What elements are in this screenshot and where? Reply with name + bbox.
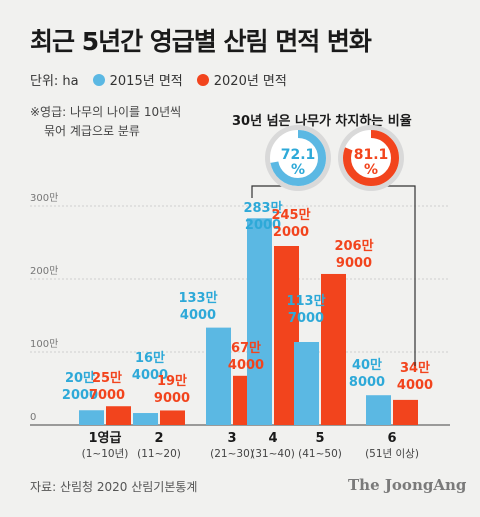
data-label-2015: 8000: [349, 375, 385, 390]
donut-unit: %: [291, 162, 305, 178]
note-line-1: ※영급: 나무의 나이를 10년씩: [30, 105, 182, 119]
category-label: 2: [154, 431, 163, 446]
data-label-2015: 20만: [65, 370, 95, 386]
legend-2020-label: 2020년 면적: [213, 74, 287, 89]
y-tick-label: 200만: [30, 265, 58, 277]
y-tick-label: 0: [30, 412, 36, 423]
category-label: 4: [268, 431, 277, 446]
data-label-2020: 245만: [271, 207, 310, 223]
data-label-2015: 4000: [180, 308, 216, 323]
bar-2020: [393, 399, 418, 425]
bar-2020: [321, 273, 346, 425]
y-tick-label: 300만: [30, 192, 58, 204]
data-label-2020: 9000: [336, 256, 372, 271]
legend: 단위: ha 2015년 면적 2020년 면적: [30, 70, 287, 89]
chart-title: 최근 5년간 영급별 산림 면적 변화: [30, 27, 372, 56]
bar-2015: [79, 410, 104, 425]
bar-2015: [366, 395, 391, 425]
connector-line: [365, 185, 416, 366]
bar-2015: [247, 218, 272, 425]
data-label-2015: 113만: [286, 293, 325, 309]
category-sublabel: (41~50): [298, 448, 342, 460]
data-label-2020: 9000: [154, 391, 190, 406]
legend-2020-swatch: [196, 73, 209, 86]
data-label-2020: 25만: [92, 370, 122, 386]
brand-logo: The JoongAng: [348, 476, 467, 494]
data-label-2020: 19만: [157, 373, 187, 389]
data-label-2015: 40만: [352, 357, 382, 373]
category-sublabel: (51년 이상): [365, 448, 419, 460]
note-line-2: 묶어 계급으로 분류: [44, 124, 140, 138]
category-sublabel: (31~40): [251, 448, 295, 460]
bar-2015: [133, 413, 158, 425]
donut-unit: %: [364, 162, 378, 178]
legend-2015-swatch: [92, 73, 105, 86]
y-tick-label: 100만: [30, 338, 58, 350]
data-label-2020: 2000: [273, 225, 309, 240]
unit-label: 단위: ha: [30, 74, 79, 89]
bar-2020: [106, 406, 131, 425]
data-label-2020: 67만: [231, 340, 261, 356]
data-label-2015: 2000: [62, 388, 98, 403]
data-label-2020: 4000: [397, 378, 433, 393]
data-label-2020: 7000: [89, 388, 125, 403]
bar-2015: [206, 327, 231, 425]
category-label: 6: [387, 431, 396, 446]
data-label-2020: 206만: [334, 238, 373, 254]
data-label-2020: 4000: [228, 358, 264, 373]
data-label-2015: 7000: [288, 311, 324, 326]
ratio-title: 30년 넘은 나무가 차지하는 비율: [232, 114, 412, 129]
note: ※영급: 나무의 나이를 10년씩 묶어 계급으로 분류: [30, 103, 190, 141]
category-label: 1영급: [89, 431, 122, 446]
category-sublabel: (21~30): [210, 448, 254, 460]
data-label-2015: 283만: [243, 200, 282, 216]
donut-value: 72.1: [281, 147, 316, 163]
category-label: 3: [227, 431, 236, 446]
legend-2015-label: 2015년 면적: [109, 74, 183, 89]
data-label-2015: 4000: [132, 368, 168, 383]
data-label-2015: 133만: [178, 290, 217, 306]
donut-arc: [270, 130, 326, 186]
data-label-2015: 2000: [245, 218, 281, 233]
bar-2020: [160, 410, 185, 425]
donut-value: 81.1: [354, 147, 389, 163]
donut-arc: [343, 130, 399, 186]
source: 자료: 산림청 2020 산림기본통계: [30, 480, 198, 494]
category-sublabel: (1~10년): [82, 448, 129, 460]
data-label-2020: 34만: [400, 360, 430, 376]
category-label: 5: [315, 431, 324, 446]
data-label-2015: 16만: [135, 350, 165, 366]
bar-2015: [294, 341, 319, 425]
category-sublabel: (11~20): [137, 448, 181, 460]
